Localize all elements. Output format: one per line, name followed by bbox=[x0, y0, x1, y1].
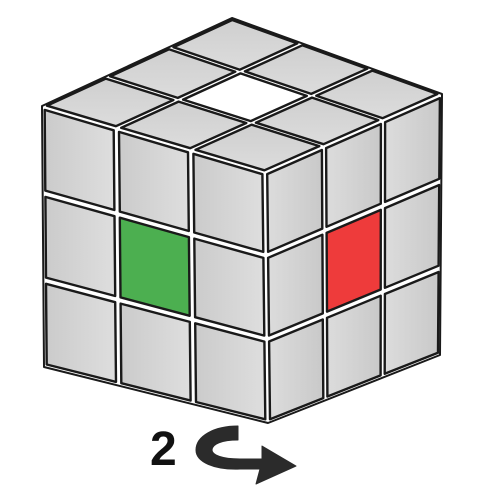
front-sticker-3-2 bbox=[119, 302, 192, 402]
right-sticker-2-3 bbox=[383, 183, 441, 289]
right-sticker-1-3 bbox=[383, 96, 442, 204]
front-sticker-3-1 bbox=[44, 282, 118, 384]
top-sticker-3-3 bbox=[194, 123, 321, 172]
top-sticker-1-1 bbox=[172, 18, 299, 71]
front-sticker-2-2-green bbox=[118, 216, 191, 317]
right-sticker-1-1 bbox=[266, 148, 324, 254]
top-sticker-2-2-white bbox=[181, 72, 308, 123]
cube-right-face bbox=[266, 96, 442, 421]
cube-front-face bbox=[43, 108, 267, 421]
top-sticker-3-2 bbox=[119, 100, 248, 150]
right-sticker-3-3 bbox=[383, 270, 440, 375]
top-sticker-2-1 bbox=[108, 48, 237, 100]
right-sticker-3-2 bbox=[325, 294, 382, 398]
top-sticker-3-1 bbox=[45, 77, 175, 128]
top-sticker-1-3 bbox=[315, 69, 439, 120]
front-sticker-1-3 bbox=[192, 152, 265, 254]
top-sticker-1-2 bbox=[243, 44, 369, 96]
cube-silhouette bbox=[41, 17, 443, 424]
front-sticker-2-3 bbox=[193, 237, 266, 337]
right-sticker-3-1 bbox=[267, 318, 325, 421]
top-sticker-2-3 bbox=[254, 96, 380, 146]
front-sticker-1-2 bbox=[117, 130, 191, 233]
right-sticker-2-2-red bbox=[325, 208, 382, 313]
cube-outline bbox=[41, 17, 443, 424]
cube-top-face bbox=[45, 18, 439, 172]
step-number-label: 2 bbox=[150, 423, 177, 476]
right-sticker-1-2 bbox=[324, 122, 383, 229]
front-sticker-1-1 bbox=[43, 108, 116, 212]
counterclockwise-turn-arrow-icon bbox=[195, 425, 297, 485]
right-sticker-2-1 bbox=[266, 233, 324, 337]
front-sticker-3-3 bbox=[193, 322, 267, 421]
front-sticker-2-1 bbox=[44, 195, 117, 298]
